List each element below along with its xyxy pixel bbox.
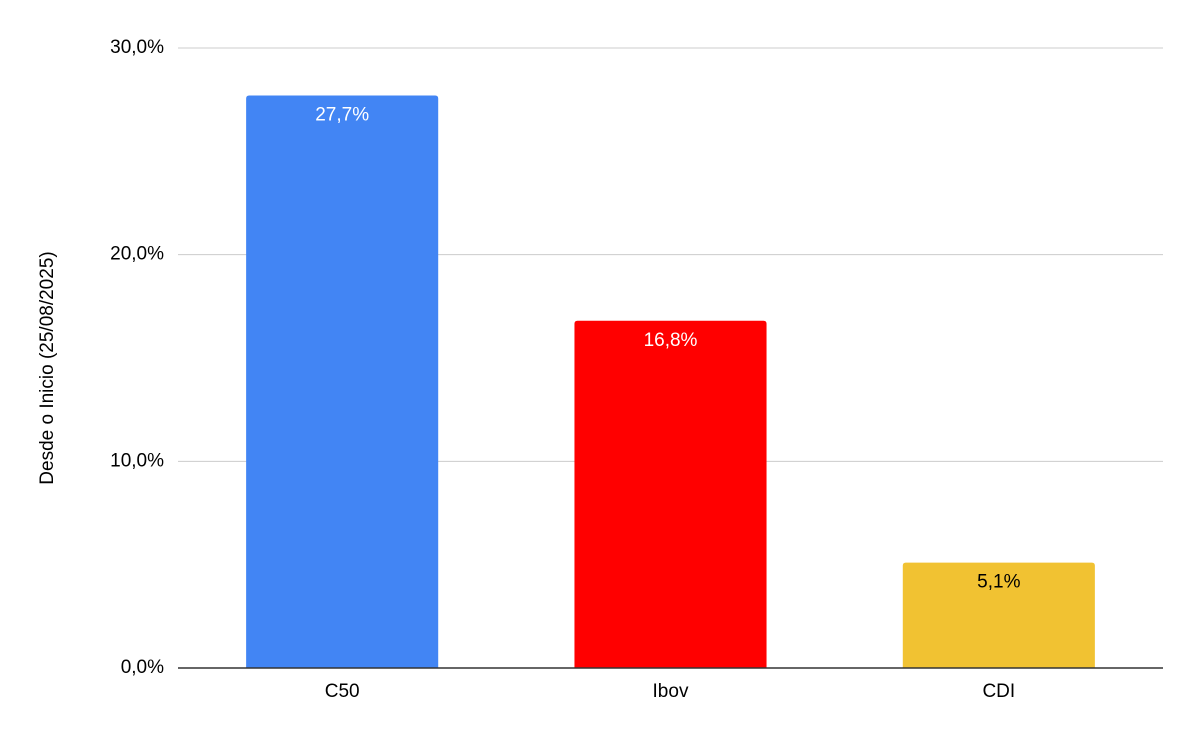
bar <box>902 562 1095 668</box>
value-label: 27,7% <box>315 105 369 126</box>
y-axis-label: Desde o Inicio (25/08/2025) <box>37 251 58 484</box>
x-tick-label: Ibov <box>653 681 689 702</box>
y-tick-label: 30,0% <box>110 37 164 58</box>
value-label: 16,8% <box>644 330 698 351</box>
bar <box>574 320 767 668</box>
x-tick-label: CDI <box>982 681 1015 702</box>
y-tick-label: 20,0% <box>110 244 164 265</box>
y-tick-label: 0,0% <box>121 657 164 678</box>
x-tick-label: C50 <box>325 681 360 702</box>
y-tick-label: 10,0% <box>110 450 164 471</box>
value-label: 5,1% <box>977 572 1020 593</box>
bar <box>246 95 439 669</box>
